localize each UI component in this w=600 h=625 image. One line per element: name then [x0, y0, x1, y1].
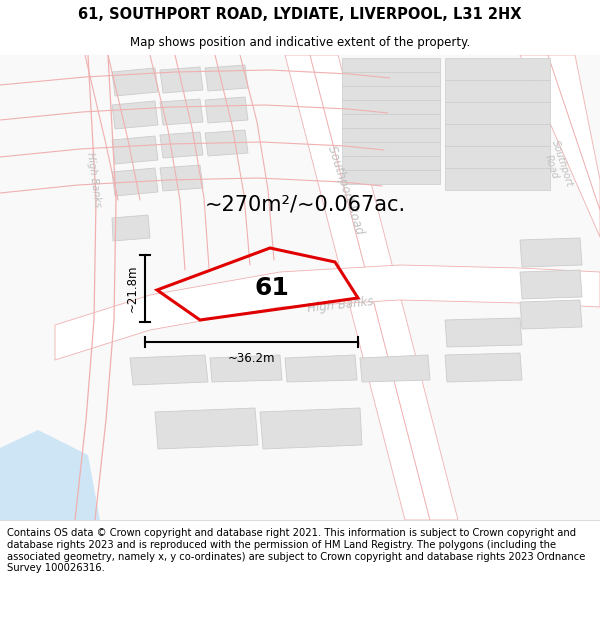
Polygon shape: [342, 114, 440, 128]
Polygon shape: [0, 55, 600, 520]
Polygon shape: [160, 132, 203, 158]
Polygon shape: [55, 265, 600, 360]
Polygon shape: [342, 142, 440, 156]
Polygon shape: [112, 168, 158, 196]
Polygon shape: [445, 168, 550, 190]
Polygon shape: [112, 136, 158, 164]
Polygon shape: [520, 238, 582, 267]
Polygon shape: [445, 146, 550, 168]
Text: Southport
Road: Southport Road: [539, 139, 575, 191]
Polygon shape: [445, 80, 550, 102]
Polygon shape: [520, 55, 600, 237]
Polygon shape: [285, 55, 430, 520]
Polygon shape: [205, 65, 248, 91]
Polygon shape: [342, 128, 440, 142]
Polygon shape: [285, 355, 357, 382]
Text: High Banks: High Banks: [306, 295, 374, 315]
Polygon shape: [310, 55, 458, 520]
Polygon shape: [342, 58, 440, 72]
Text: High Banks: High Banks: [85, 152, 103, 208]
Polygon shape: [445, 58, 550, 80]
Text: Southport Road: Southport Road: [325, 144, 365, 236]
Polygon shape: [342, 156, 440, 170]
Polygon shape: [260, 408, 362, 449]
Polygon shape: [520, 270, 582, 299]
Text: ~21.8m: ~21.8m: [126, 265, 139, 312]
Polygon shape: [160, 165, 203, 191]
Polygon shape: [445, 124, 550, 146]
Polygon shape: [445, 353, 522, 382]
Text: Contains OS data © Crown copyright and database right 2021. This information is : Contains OS data © Crown copyright and d…: [7, 528, 586, 573]
Polygon shape: [342, 86, 440, 100]
Polygon shape: [445, 102, 550, 124]
Polygon shape: [112, 215, 150, 241]
Polygon shape: [342, 100, 440, 114]
Polygon shape: [205, 130, 248, 156]
Text: 61: 61: [254, 276, 289, 300]
Text: ~36.2m: ~36.2m: [228, 352, 275, 365]
Polygon shape: [155, 408, 258, 449]
Polygon shape: [548, 55, 600, 210]
Text: ~270m²/~0.067ac.: ~270m²/~0.067ac.: [205, 195, 406, 215]
Polygon shape: [520, 300, 582, 329]
Polygon shape: [342, 72, 440, 86]
Text: 61, SOUTHPORT ROAD, LYDIATE, LIVERPOOL, L31 2HX: 61, SOUTHPORT ROAD, LYDIATE, LIVERPOOL, …: [78, 8, 522, 22]
Polygon shape: [205, 97, 248, 123]
Polygon shape: [342, 170, 440, 184]
Polygon shape: [112, 68, 158, 96]
Polygon shape: [160, 99, 203, 125]
Polygon shape: [445, 318, 522, 347]
Text: Map shows position and indicative extent of the property.: Map shows position and indicative extent…: [130, 36, 470, 49]
Polygon shape: [130, 355, 208, 385]
Polygon shape: [360, 355, 430, 382]
Polygon shape: [112, 101, 158, 129]
Polygon shape: [160, 67, 203, 93]
Polygon shape: [210, 355, 282, 382]
Polygon shape: [0, 430, 100, 520]
